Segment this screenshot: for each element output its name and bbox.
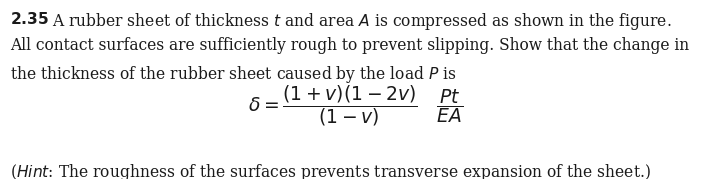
Text: the thickness of the rubber sheet caused by the load $P$ is: the thickness of the rubber sheet caused… — [10, 64, 456, 85]
Text: A rubber sheet of thickness $t$ and area $A$ is compressed as shown in the figur: A rubber sheet of thickness $t$ and area… — [52, 11, 671, 32]
Text: $\mathbf{2.35}$: $\mathbf{2.35}$ — [10, 11, 49, 28]
Text: All contact surfaces are sufficiently rough to prevent slipping. Show that the c: All contact surfaces are sufficiently ro… — [10, 37, 689, 54]
Text: ($\mathit{Hint}$: The roughness of the surfaces prevents transverse expansion of: ($\mathit{Hint}$: The roughness of the s… — [10, 162, 651, 179]
Text: $\delta = \dfrac{(1+v)(1-2v)}{(1-v)} \quad \dfrac{Pt}{EA}$: $\delta = \dfrac{(1+v)(1-2v)}{(1-v)} \qu… — [248, 84, 464, 128]
